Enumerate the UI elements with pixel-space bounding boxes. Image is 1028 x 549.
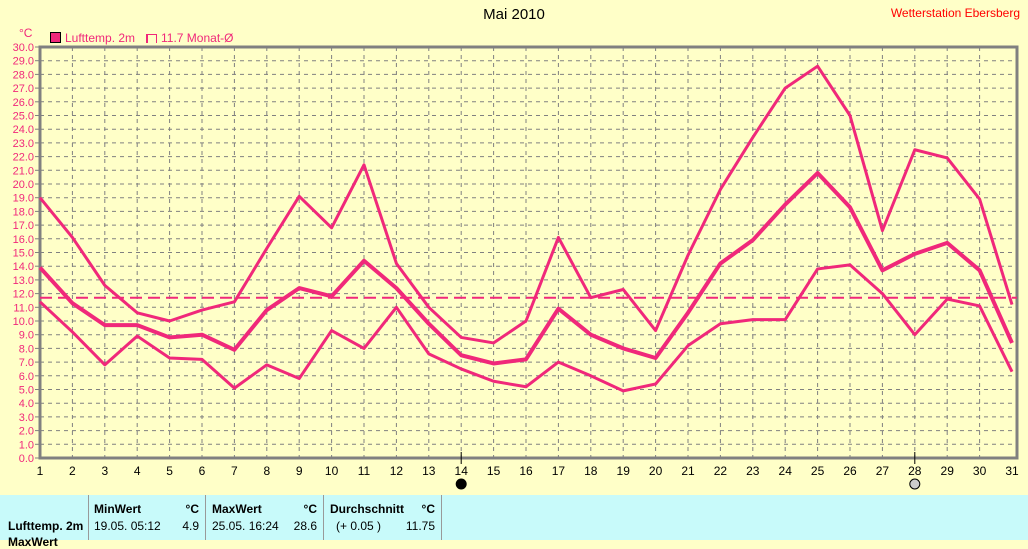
x-tick-label: 18 [584,464,598,478]
y-tick-label: 1.0 [19,439,34,451]
legend-label: 11.7 Monat-Ø [161,31,233,45]
y-tick-label: 30.0 [13,42,34,54]
max-date: 25.05. 16:24 [212,519,279,533]
x-tick-label: 11 [358,464,371,478]
x-tick-label: 30 [973,464,987,478]
y-tick-label: 14.0 [13,261,34,273]
x-tick-label: 28 [908,464,922,478]
y-tick-label: 21.0 [13,165,34,177]
unit: °C [186,502,199,516]
min-date: 19.05. 05:12 [94,519,161,533]
legend-swatch [146,34,157,43]
y-tick-label: 10.0 [13,316,34,328]
max-cell: MaxWert °C 25.05. 16:24 28.6 [206,495,324,540]
y-tick-label: 13.0 [13,275,34,287]
station-name: Wetterstation Ebersberg [891,6,1020,20]
x-tick-label: 14 [455,464,469,478]
y-tick-label: 19.0 [13,193,34,205]
y-tick-label: 12.0 [13,289,34,301]
y-tick-label: 25.0 [13,111,34,123]
row-label: Lufttemp. 2m [8,519,83,533]
chart-title: Mai 2010 [0,6,1028,23]
legend-label: Lufttemp. 2m [65,31,135,45]
stats-table: Lufttemp. 2m MaxWert MinWert °C 19.05. 0… [0,495,1028,540]
y-tick-label: 9.0 [19,330,34,342]
avg-header: Durchschnitt [330,502,404,516]
x-tick-label: 19 [617,464,631,478]
y-tick-label: 16.0 [13,234,34,246]
full-moon-icon [910,479,920,489]
legend-item-mean: 11.7 Monat-Ø [146,31,233,45]
min-value: 4.9 [182,519,199,533]
unit: °C [304,502,317,516]
avg-delta: (+ 0.05 ) [336,519,381,533]
x-tick-label: 5 [166,464,173,478]
x-tick-label: 29 [941,464,955,478]
y-tick-label: 26.0 [13,97,34,109]
min-cell: MinWert °C 19.05. 05:12 4.9 [88,495,206,540]
x-tick-label: 26 [843,464,857,478]
y-tick-label: 7.0 [19,357,34,369]
y-tick-label: 6.0 [19,371,34,383]
y-tick-label: 28.0 [13,69,34,81]
x-tick-label: 7 [231,464,238,478]
max-value: 28.6 [294,519,317,533]
y-tick-label: 17.0 [13,220,34,232]
y-tick-label: 18.0 [13,206,34,218]
min-header: MinWert [94,502,141,516]
y-tick-label: 24.0 [13,124,34,136]
y-tick-label: 23.0 [13,138,34,150]
y-tick-label: 0.0 [19,453,34,465]
x-tick-label: 8 [263,464,270,478]
new-moon-icon [456,479,466,489]
x-tick-label: 25 [811,464,825,478]
y-tick-label: 4.0 [19,398,34,410]
unit: °C [422,502,435,516]
y-axis-unit: °C [19,26,32,40]
y-tick-label: 5.0 [19,385,34,397]
y-tick-label: 22.0 [13,152,34,164]
avg-value: 11.75 [406,519,435,533]
y-tick-label: 15.0 [13,248,34,260]
max-header: MaxWert [212,502,262,516]
y-tick-label: 20.0 [13,179,34,191]
x-tick-label: 13 [422,464,436,478]
x-tick-label: 3 [101,464,108,478]
x-tick-label: 12 [390,464,404,478]
x-tick-label: 24 [779,464,793,478]
x-tick-label: 22 [714,464,728,478]
x-tick-label: 16 [519,464,533,478]
temperature-chart: 0.01.02.03.04.05.06.07.08.09.010.011.012… [0,0,1028,495]
x-tick-label: 9 [296,464,303,478]
y-tick-label: 11.0 [13,302,34,314]
x-tick-label: 6 [199,464,206,478]
y-tick-label: 8.0 [19,343,34,355]
x-tick-label: 27 [876,464,890,478]
avg-cell: Durchschnitt °C (+ 0.05 ) 11.75 [324,495,442,540]
y-tick-label: 3.0 [19,412,34,424]
x-tick-label: 10 [325,464,339,478]
legend-swatch [50,32,61,43]
x-tick-label: 23 [746,464,760,478]
x-tick-label: 15 [487,464,501,478]
x-tick-label: 1 [37,464,44,478]
y-tick-label: 27.0 [13,83,34,95]
x-tick-label: 17 [552,464,566,478]
stats-label-cell: Lufttemp. 2m MaxWert [0,495,89,540]
y-tick-label: 29.0 [13,56,34,68]
x-tick-label: 4 [134,464,141,478]
series-line-max [40,66,1012,343]
x-tick-label: 31 [1005,464,1019,478]
x-tick-label: 21 [681,464,695,478]
row2-label: MaxWert [8,535,58,549]
y-tick-label: 2.0 [19,426,34,438]
x-tick-label: 2 [69,464,76,478]
x-tick-label: 20 [649,464,663,478]
legend-item-temp: Lufttemp. 2m [50,31,135,45]
